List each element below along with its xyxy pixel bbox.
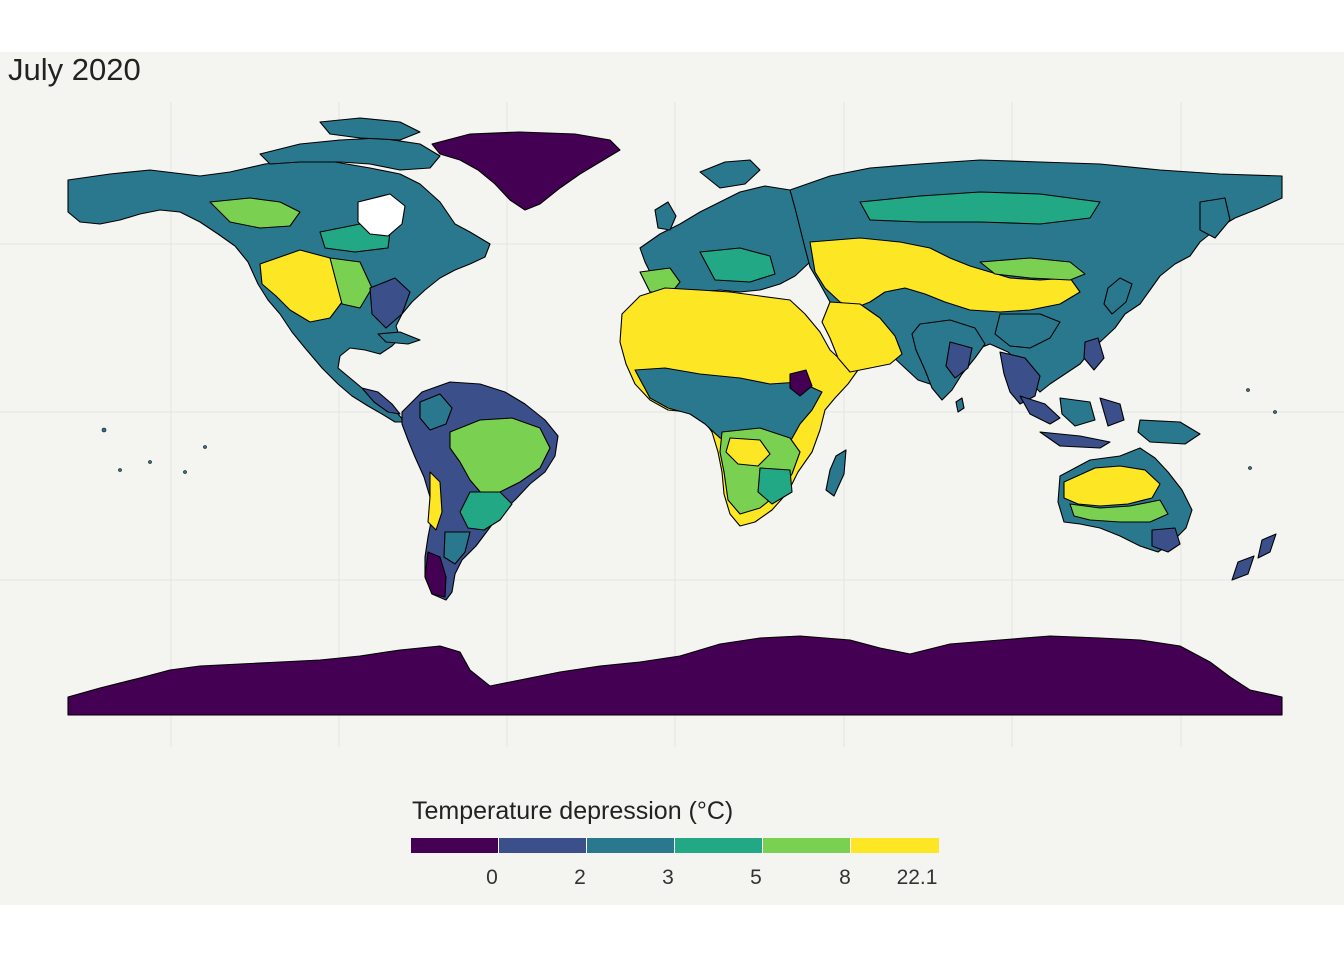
- antarctica: [67, 635, 1283, 716]
- legend-swatch: [763, 838, 851, 853]
- legend-colorbar: [411, 838, 939, 853]
- japan: [1103, 277, 1133, 315]
- map-title: July 2020: [8, 52, 141, 87]
- legend-swatch: [411, 838, 499, 853]
- legend-label: 3: [662, 866, 674, 889]
- legend-swatch: [851, 838, 939, 853]
- world-map: [0, 102, 1344, 747]
- legend-swatch: [499, 838, 587, 853]
- legend-label: 5: [750, 866, 762, 889]
- greenland: [431, 131, 621, 211]
- legend-label: 22.1: [896, 866, 938, 889]
- arabian-peninsula: [821, 301, 903, 373]
- legend-swatch: [675, 838, 763, 853]
- new-zealand: [1257, 533, 1277, 559]
- madagascar: [825, 449, 847, 497]
- legend-label: 0: [486, 866, 498, 889]
- hudson-bay: [357, 193, 406, 237]
- legend-label: 2: [574, 866, 586, 889]
- legend-swatch: [587, 838, 675, 853]
- legend-title: Temperature depression (°C): [412, 797, 734, 825]
- legend-label: 8: [839, 866, 851, 889]
